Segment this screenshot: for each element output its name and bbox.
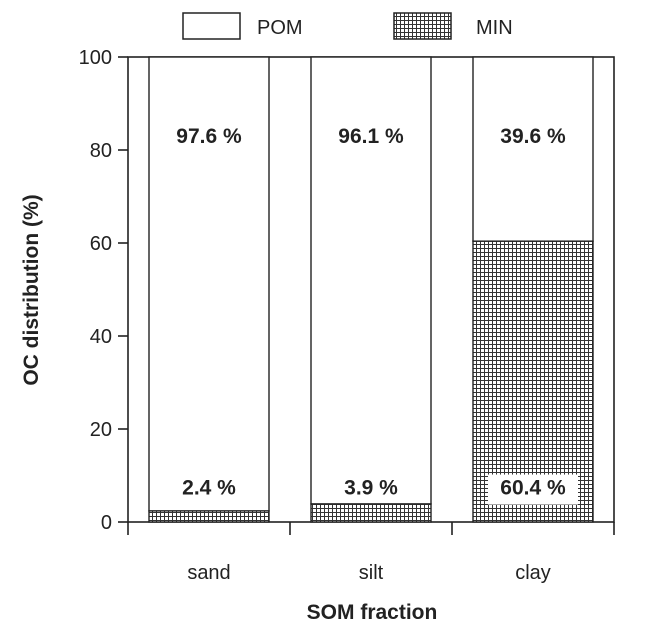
data-label-pom: 96.1 % — [338, 125, 404, 148]
x-category-label: clay — [515, 562, 551, 584]
y-tick-label: 0 — [101, 512, 112, 534]
data-label-min: 2.4 % — [182, 477, 236, 500]
legend-label-pom: POM — [257, 17, 303, 39]
legend-swatch-min — [393, 12, 452, 40]
legend-label-min: MIN — [476, 17, 513, 39]
y-tick-label: 80 — [90, 140, 112, 162]
bar-segment-pom — [472, 56, 594, 242]
x-category-label: sand — [187, 562, 230, 584]
legend: POM MIN — [182, 12, 513, 40]
data-label-min: 60.4 % — [500, 477, 566, 500]
data-label-pom: 39.6 % — [500, 125, 566, 148]
data-label-pom: 97.6 % — [176, 125, 242, 148]
y-tick-label: 20 — [90, 419, 112, 441]
legend-swatch-pom — [182, 12, 241, 40]
plot-area: 0 20 40 60 80 100 sand 97.6 % 2.4 % silt 96.1 % 3.9… — [79, 47, 615, 584]
y-axis-title: OC distribution (%) — [20, 194, 43, 385]
data-label-min: 3.9 % — [344, 477, 398, 500]
x-axis-title: SOM fraction — [307, 601, 438, 624]
bar-segment-pom — [310, 56, 432, 505]
y-tick-label: 40 — [90, 326, 112, 348]
y-tick-label: 60 — [90, 233, 112, 255]
data-label-bg — [488, 474, 578, 505]
bar-segment-min — [148, 510, 270, 523]
bar-segment-min — [310, 503, 432, 523]
y-tick-label: 100 — [79, 47, 112, 69]
x-category-label: silt — [359, 562, 384, 584]
bar-segment-pom — [148, 56, 270, 512]
